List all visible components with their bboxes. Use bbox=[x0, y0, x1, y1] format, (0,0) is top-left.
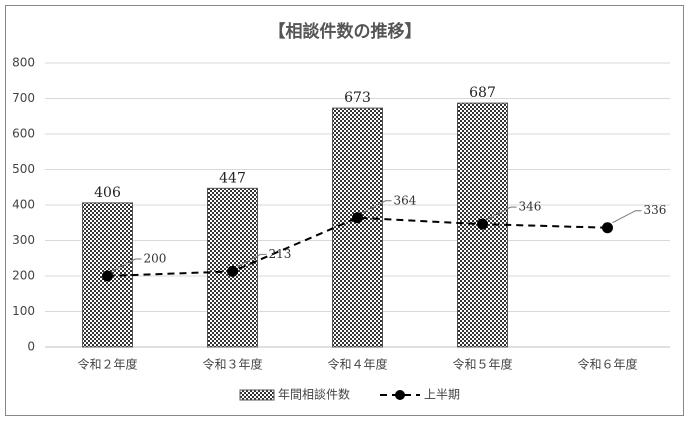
bar-value-label: 447 bbox=[219, 170, 246, 186]
line-marker bbox=[352, 212, 363, 224]
leader-line bbox=[237, 253, 267, 267]
x-tick-label: 令和５年度 bbox=[452, 357, 512, 372]
line-marker bbox=[477, 218, 488, 230]
y-tick-label: 400 bbox=[12, 198, 35, 212]
y-tick-label: 800 bbox=[12, 56, 35, 70]
line-marker bbox=[102, 270, 113, 282]
bar-value-label: 673 bbox=[344, 90, 371, 106]
y-tick-label: 700 bbox=[12, 91, 35, 105]
x-tick-label: 令和４年度 bbox=[327, 357, 387, 372]
line-marker bbox=[602, 222, 613, 234]
y-tick-label: 0 bbox=[27, 340, 35, 354]
leader-line bbox=[112, 258, 142, 272]
leader-line bbox=[487, 206, 517, 220]
legend-marker bbox=[395, 390, 405, 400]
legend-label: 上半期 bbox=[424, 388, 460, 402]
x-tick-label: 令和６年度 bbox=[577, 357, 637, 372]
legend-swatch bbox=[239, 389, 275, 401]
bar-value-label: 687 bbox=[469, 85, 496, 101]
y-tick-label: 500 bbox=[12, 162, 35, 176]
bar bbox=[332, 107, 383, 348]
legend-label: 年間相談件数 bbox=[278, 387, 350, 402]
y-tick-label: 300 bbox=[12, 233, 35, 247]
line-value-label: 213 bbox=[269, 247, 292, 261]
x-tick-label: 令和２年度 bbox=[77, 357, 137, 372]
line-value-label: 346 bbox=[519, 200, 542, 214]
leader-line bbox=[362, 200, 392, 214]
line-marker bbox=[227, 265, 238, 277]
bar-value-label: 406 bbox=[94, 185, 121, 201]
x-tick-label: 令和３年度 bbox=[202, 357, 262, 372]
leader-line bbox=[612, 210, 642, 224]
y-tick-label: 100 bbox=[12, 304, 35, 318]
chart-title: 【相談件数の推移】 bbox=[269, 21, 422, 42]
y-tick-label: 200 bbox=[12, 269, 35, 283]
line-value-label: 364 bbox=[394, 193, 417, 207]
y-tick-label: 600 bbox=[12, 127, 35, 141]
line-value-label: 336 bbox=[644, 203, 667, 217]
line-value-label: 200 bbox=[144, 252, 167, 266]
